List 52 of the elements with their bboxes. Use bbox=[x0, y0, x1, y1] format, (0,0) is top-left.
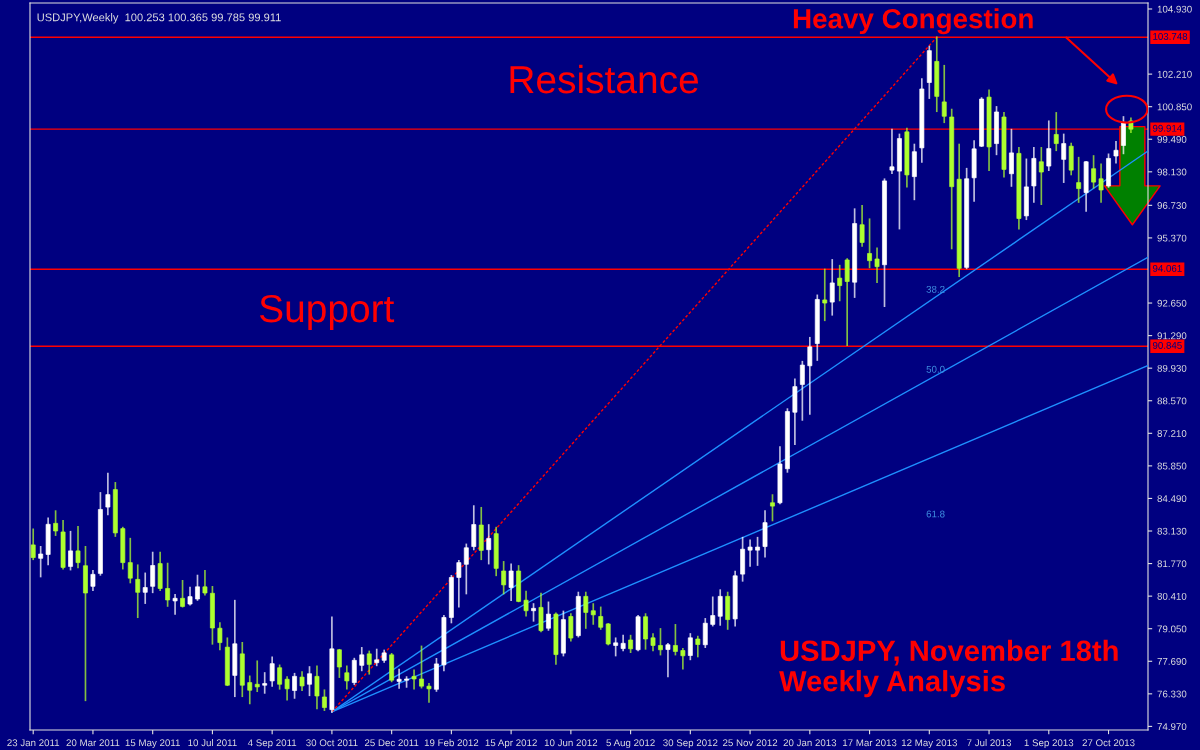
ref-line-label: 90.845 bbox=[1152, 341, 1182, 349]
y-tick-label: 102.210 bbox=[1157, 70, 1192, 78]
y-tick-label: 95.370 bbox=[1157, 234, 1187, 242]
x-tick-label: 4 Sep 2011 bbox=[247, 739, 297, 749]
y-tick-label: 74.970 bbox=[1157, 723, 1187, 731]
annotation: USDJPY, November 18th Weekly Analysis bbox=[779, 639, 1118, 698]
ref-line-label: 94.061 bbox=[1152, 264, 1182, 272]
y-tick-label: 88.570 bbox=[1157, 397, 1187, 405]
y-tick-label: 81.770 bbox=[1157, 560, 1187, 568]
x-tick-label: 20 Jan 2013 bbox=[783, 739, 837, 747]
x-tick-label: 15 Apr 2012 bbox=[485, 739, 537, 749]
y-tick-label: 96.730 bbox=[1157, 202, 1187, 209]
ref-line-label: 99.914 bbox=[1152, 124, 1182, 132]
y-tick-label: 85.850 bbox=[1157, 462, 1187, 470]
annotation: Resistance bbox=[510, 64, 698, 94]
y-tick-label: 99.490 bbox=[1157, 135, 1187, 143]
x-tick-label: 10 Jun 2012 bbox=[544, 739, 598, 747]
annotation: 38.2 bbox=[926, 285, 945, 293]
annotation: Support bbox=[259, 294, 395, 331]
y-tick-label: 104.930 bbox=[1157, 5, 1192, 13]
x-tick-label: 30 Sep 2012 bbox=[663, 739, 718, 749]
y-tick-label: 80.410 bbox=[1157, 592, 1187, 600]
x-tick-label: 25 Dec 2011 bbox=[364, 739, 419, 747]
x-tick-label: 7 Jul 2013 bbox=[967, 739, 1012, 747]
y-tick-label: 76.330 bbox=[1157, 690, 1187, 698]
x-tick-label: 17 Mar 2013 bbox=[843, 739, 897, 747]
y-tick-label: 89.930 bbox=[1157, 364, 1187, 372]
x-tick-label: 5 Aug 2012 bbox=[606, 739, 655, 749]
text: USDJPY,Weekly 100.253 100.365 99.785 99.911 bbox=[37, 13, 281, 24]
y-tick-label: 84.490 bbox=[1157, 495, 1187, 503]
annotation: Heavy Congestion bbox=[793, 8, 1033, 35]
x-tick-label: 23 Jan 2011 bbox=[7, 739, 60, 747]
y-tick-label: 83.130 bbox=[1157, 527, 1187, 535]
x-tick-label: 12 May 2013 bbox=[901, 739, 957, 749]
x-tick-label: 30 Oct 2011 bbox=[306, 739, 358, 747]
y-tick-label: 91.290 bbox=[1157, 332, 1187, 340]
y-tick-label: 79.050 bbox=[1157, 625, 1187, 633]
x-tick-label: 20 Mar 2011 bbox=[66, 739, 120, 747]
x-tick-label: 15 May 2011 bbox=[125, 739, 180, 749]
annotation: 50.0 bbox=[926, 365, 945, 373]
x-tick-label: 19 Feb 2012 bbox=[424, 739, 479, 747]
annotation: 61.8 bbox=[926, 510, 945, 518]
x-tick-label: 1 Sep 2013 bbox=[1024, 739, 1074, 749]
y-tick-label: 98.130 bbox=[1157, 168, 1187, 176]
y-tick-label: 92.650 bbox=[1157, 299, 1187, 307]
ref-line-label: 103.748 bbox=[1153, 33, 1188, 40]
y-tick-label: 87.210 bbox=[1157, 430, 1187, 437]
y-tick-label: 100.850 bbox=[1157, 103, 1192, 111]
y-tick-label: 77.690 bbox=[1157, 658, 1187, 665]
x-tick-label: 27 Oct 2013 bbox=[1082, 739, 1135, 747]
x-tick-label: 25 Nov 2012 bbox=[723, 739, 778, 747]
x-tick-label: 10 Jul 2011 bbox=[188, 739, 237, 747]
